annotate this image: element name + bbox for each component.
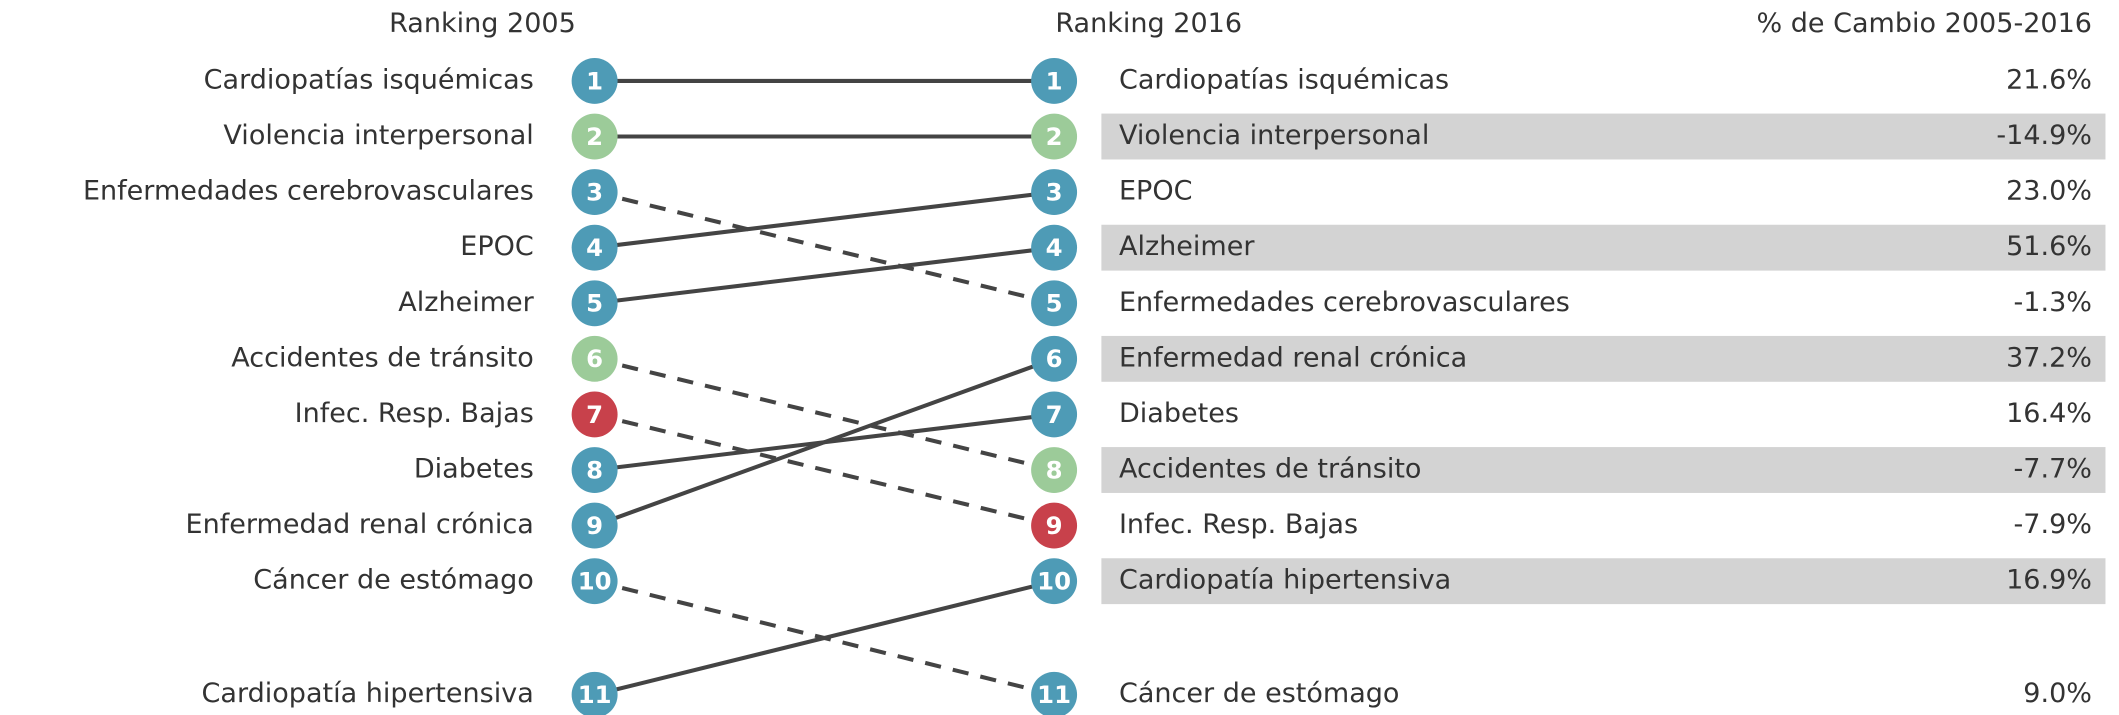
connector [594,412,1055,528]
left-label: Alzheimer [398,287,534,318]
left-label: Enfermedad renal crónica [186,509,534,540]
rank-number: 6 [586,344,603,373]
rank-number: 11 [578,680,612,709]
rank-circle [1031,335,1078,382]
right-label: Enfermedad renal crónica [1119,342,1467,373]
right-label: Diabetes [1119,398,1239,429]
rank-circle [571,335,618,382]
rank-circle [571,391,618,438]
rank-circle [571,671,618,715]
rank-circle [1031,113,1078,160]
rank-circle [571,447,618,493]
rank-circle [1031,671,1078,715]
change-value: 23.0% [2006,176,2092,207]
left-header: Ranking 2005 [389,8,576,39]
right-label: Infec. Resp. Bajas [1119,509,1358,540]
left-label: Violencia interpersonal [223,120,533,151]
change-value: 37.2% [2006,342,2092,373]
rank-number: 4 [586,233,603,262]
rank-number: 3 [1046,177,1063,206]
rank-number: 1 [1046,66,1063,95]
rank-number: 2 [586,122,603,151]
left-label: Diabetes [414,454,534,485]
rank-number: 8 [1046,455,1063,484]
right-label: EPOC [1119,176,1193,207]
connector [594,356,1055,472]
rank-circle [1031,58,1078,104]
rank-number: 9 [586,511,603,540]
rank-circle [571,224,618,271]
rank-circle [571,558,618,605]
rank-number: 7 [1046,400,1063,429]
rank-circle [1031,169,1078,216]
left-label: Cardiopatías isquémicas [204,64,534,95]
connector [593,356,1055,528]
left-label: Accidentes de tránsito [231,342,534,373]
right-label: Cardiopatía hipertensiva [1119,565,1451,596]
connectors [593,78,2106,697]
row-band [1101,558,2106,605]
row-band [1101,335,2106,382]
rank-circle [1031,558,1078,605]
change-value: 9.0% [2023,678,2092,709]
row-band [1101,224,2106,271]
change-value: -7.7% [2014,454,2092,485]
left-label: Cáncer de estómago [253,565,534,596]
rank-number: 10 [578,567,612,596]
rank-number: 8 [586,455,603,484]
rank-number: 5 [586,289,603,318]
rank-number: 1 [586,66,603,95]
rank-circle [1031,224,1078,271]
right-label: Accidentes de tránsito [1119,454,1422,485]
rank-number: 11 [1037,680,1071,709]
rank-circle [1031,391,1078,438]
left-label: Infec. Resp. Bajas [295,398,534,429]
rank-circle [1031,502,1078,549]
connector [594,190,1055,306]
rank-circle [1031,280,1078,327]
change-value: 51.6% [2006,231,2092,262]
rank-number: 3 [586,177,603,206]
left-label: EPOC [460,231,534,262]
connector [594,190,1055,250]
right-label: Enfermedades cerebrovasculares [1119,287,1570,318]
left-label: Cardiopatía hipertensiva [202,678,534,709]
rank-circle [571,502,618,549]
connector [594,245,1055,306]
right-label: Violencia interpersonal [1119,120,1429,151]
connector [594,579,1055,697]
change-value: -1.3% [2014,287,2092,318]
row-band [1101,113,2106,160]
change-value: -7.9% [2014,509,2092,540]
change-header: % de Cambio 2005-2016 [1756,8,2091,39]
rank-circle [571,169,618,216]
row-band [1101,447,2106,493]
right-header: Ranking 2016 [1055,8,1242,39]
rank-number: 2 [1046,122,1063,151]
left-label: Enfermedades cerebrovasculares [83,176,534,207]
change-value: 21.6% [2006,64,2092,95]
rank-number: 7 [586,400,603,429]
right-label: Cáncer de estómago [1119,678,1400,709]
rank-number: 6 [1046,344,1063,373]
right-label: Cardiopatías isquémicas [1119,64,1449,95]
right-label: Alzheimer [1119,231,1255,262]
rank-circle [571,280,618,327]
change-value: 16.4% [2006,398,2092,429]
change-value: 16.9% [2006,565,2092,596]
rank-number: 4 [1046,233,1063,262]
rank-circle [1031,447,1078,493]
rank-number: 5 [1046,289,1063,318]
rank-number: 10 [1037,567,1071,596]
change-value: -14.9% [1996,120,2092,151]
rank-number: 9 [1046,511,1063,540]
rank-circle [571,58,618,104]
rank-circle [571,113,618,160]
